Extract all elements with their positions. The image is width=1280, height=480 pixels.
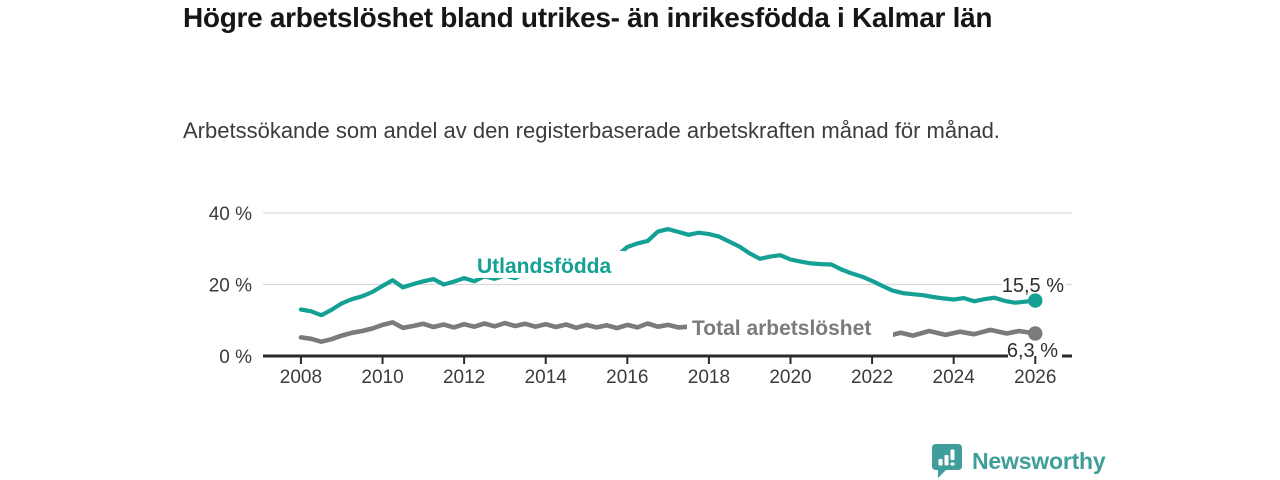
x-axis-tick-label: 2024 xyxy=(933,367,976,388)
y-axis-tick-label: 20 % xyxy=(209,276,252,297)
label-halo xyxy=(1002,274,1066,297)
y-axis-tick-label: 40 % xyxy=(209,204,252,225)
chart-subtitle: Arbetssökande som andel av den registerb… xyxy=(183,118,1000,143)
bar-chart-speech-bubble-icon xyxy=(932,444,962,478)
x-axis-tick-label: 2014 xyxy=(525,367,568,388)
label-halo xyxy=(687,315,893,340)
label-halo xyxy=(1008,340,1062,361)
newsworthy-logo: Newsworthy xyxy=(930,443,1106,479)
x-axis-tick-label: 2018 xyxy=(688,367,730,388)
chart-title: Högre arbetslöshet bland utrikes- än inr… xyxy=(183,2,993,33)
label-halo xyxy=(473,251,625,278)
x-axis-tick-label: 2016 xyxy=(606,367,648,388)
newsworthy-logo-text: Newsworthy xyxy=(972,447,1106,474)
series-label-total: Total arbetslöshet xyxy=(692,317,871,340)
series-label-utlandsfodda: Utlandsfödda xyxy=(477,255,611,278)
x-axis-tick-label: 2012 xyxy=(443,367,485,388)
series-end-dot-total xyxy=(1028,326,1043,341)
x-axis-tick-label: 2010 xyxy=(361,367,403,388)
series-line-total xyxy=(298,320,1038,345)
end-value-label-total: 6,3 % xyxy=(1007,340,1058,362)
x-axis-tick-label: 2020 xyxy=(769,367,811,388)
x-axis-tick-label: 2026 xyxy=(1014,367,1056,388)
series-end-dot-utlandsfodda xyxy=(1028,293,1043,308)
series-line-utlandsfodda xyxy=(298,227,1038,318)
x-axis-tick-label: 2022 xyxy=(851,367,893,388)
y-axis-tick-label: 0 % xyxy=(219,347,252,368)
x-axis-tick-label: 2008 xyxy=(280,367,322,388)
end-value-label-utlandsfodda: 15,5 % xyxy=(1002,275,1064,297)
